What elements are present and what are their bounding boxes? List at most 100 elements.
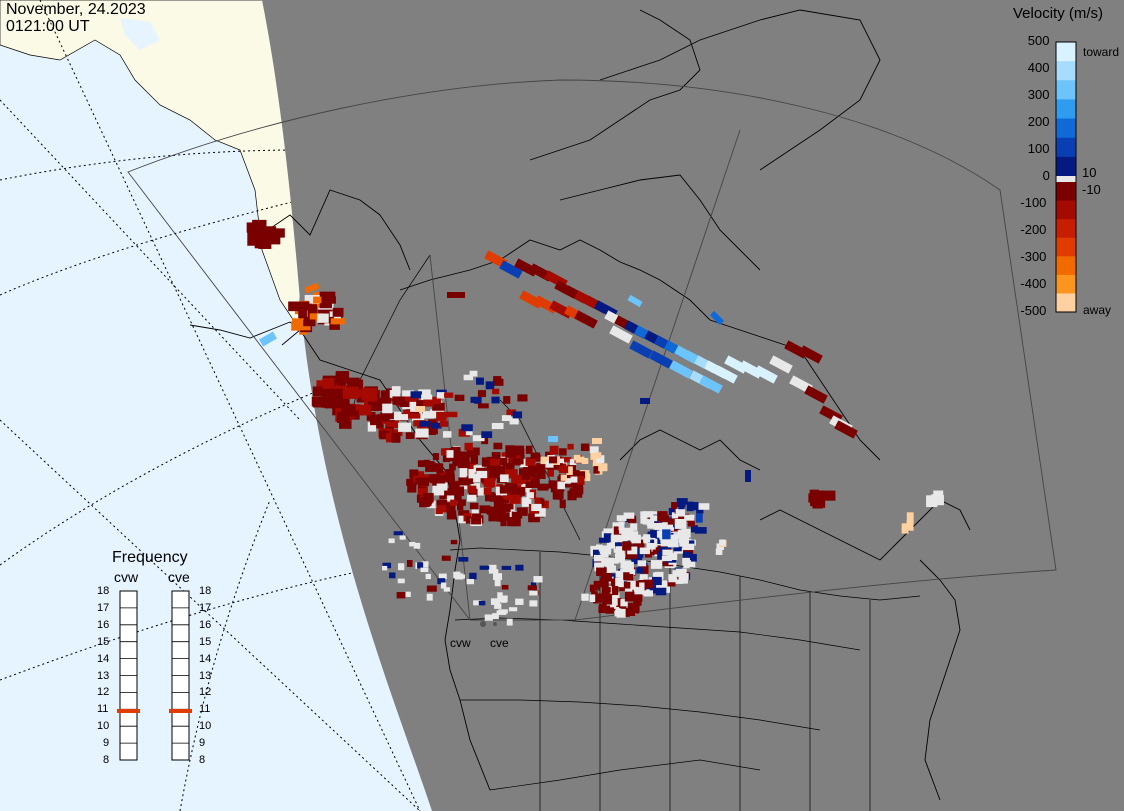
echo-cell [610, 558, 619, 564]
echo-cell [657, 551, 668, 560]
echo-cell [659, 514, 669, 523]
echo-cell [615, 577, 624, 588]
echo-cell [454, 493, 462, 502]
echo-cell [499, 512, 510, 521]
echo-cell [534, 508, 546, 517]
echo-cell [667, 537, 679, 548]
echo-cell [477, 390, 487, 398]
echo-cell [465, 429, 473, 436]
echo-cell [681, 528, 691, 538]
echo-cell [674, 540, 684, 547]
echo-cell [329, 320, 340, 330]
echo-cell [580, 443, 590, 451]
echo-cell [525, 445, 533, 454]
echo-cell [621, 530, 632, 539]
colorbar-ground-segment [1056, 176, 1076, 182]
echo-cell [493, 378, 504, 386]
echo-cell [674, 518, 687, 529]
echo-cell [459, 482, 468, 490]
echo-cell [410, 396, 419, 404]
echo-cell [443, 473, 455, 482]
echo-cell [422, 411, 435, 419]
echo-cell [394, 414, 409, 421]
echo-cell [548, 436, 558, 442]
echo-cell [643, 590, 654, 597]
frequency-scale-label-right: 11 [199, 703, 211, 716]
colorbar-toward-segment [1056, 80, 1076, 100]
echo-cell [769, 355, 793, 374]
colorbar-toward-segment [1056, 42, 1076, 62]
echo-cell [906, 520, 914, 531]
echo-cell [493, 498, 504, 509]
echo-cell [298, 308, 307, 319]
echo-cell [296, 323, 311, 331]
echo-cell [461, 424, 473, 432]
echo-cell [477, 403, 489, 409]
echo-cell [660, 541, 672, 547]
echo-cell [682, 551, 691, 558]
echo-cell [439, 420, 449, 427]
echo-cell [594, 562, 605, 568]
echo-cell [552, 489, 564, 500]
echo-cell [715, 548, 723, 555]
echo-cell [640, 511, 647, 519]
echo-cell [488, 569, 499, 574]
frequency-scale-label-right: 8 [199, 754, 206, 766]
echo-cell [661, 555, 672, 562]
echo-cell [632, 551, 644, 558]
echo-cell [644, 551, 652, 558]
echo-cell [501, 596, 507, 603]
echo-cell [598, 537, 610, 543]
echo-cell [380, 390, 392, 399]
echo-cell [719, 539, 726, 546]
echo-cell [430, 474, 440, 484]
echo-cell [630, 523, 638, 531]
echo-cell [379, 430, 390, 440]
echo-cell [525, 458, 536, 466]
echo-cell [473, 600, 482, 606]
echo-cell [457, 486, 465, 496]
echo-cell [509, 494, 521, 504]
echo-cell [416, 400, 425, 410]
echo-cell [662, 529, 671, 540]
echo-cell [430, 409, 439, 418]
echo-cell [446, 411, 458, 418]
echo-cell [537, 483, 549, 491]
echo-cell [458, 557, 469, 562]
velocity-tick-label: 400 [1027, 60, 1050, 75]
colorbar-toward-segment [1056, 118, 1076, 139]
echo-cell [473, 473, 481, 483]
echo-cell [423, 492, 434, 503]
echo-cell [662, 561, 674, 567]
echo-cell [528, 513, 540, 523]
echo-cell [470, 448, 477, 455]
echo-cell [632, 539, 644, 548]
echo-cell [629, 340, 653, 359]
colorbar-away-segment [1056, 200, 1076, 220]
echo-cell [445, 495, 455, 502]
echo-cell [436, 411, 447, 421]
echo-cell [559, 499, 566, 509]
echo-cell [527, 473, 537, 481]
echo-cell [631, 555, 639, 563]
echo-cell [449, 463, 456, 471]
echo-cell [624, 585, 633, 594]
echo-cell [672, 570, 683, 577]
echo-cell [506, 409, 517, 416]
echo-cell [592, 438, 602, 444]
echo-cell [502, 463, 510, 474]
echo-cell [578, 471, 586, 479]
echo-cell [566, 466, 573, 475]
echo-cell [479, 505, 491, 514]
echo-cell [694, 527, 707, 534]
echo-cell [497, 592, 503, 599]
echo-cell [410, 406, 418, 412]
frequency-marker-cvw [117, 708, 140, 713]
echo-cell [600, 572, 613, 582]
echo-cell [312, 386, 329, 397]
night-side [262, 0, 1124, 811]
echo-cell [602, 594, 612, 605]
echo-cell [678, 574, 688, 584]
echo-cell [510, 483, 518, 492]
echo-cell [407, 482, 417, 493]
